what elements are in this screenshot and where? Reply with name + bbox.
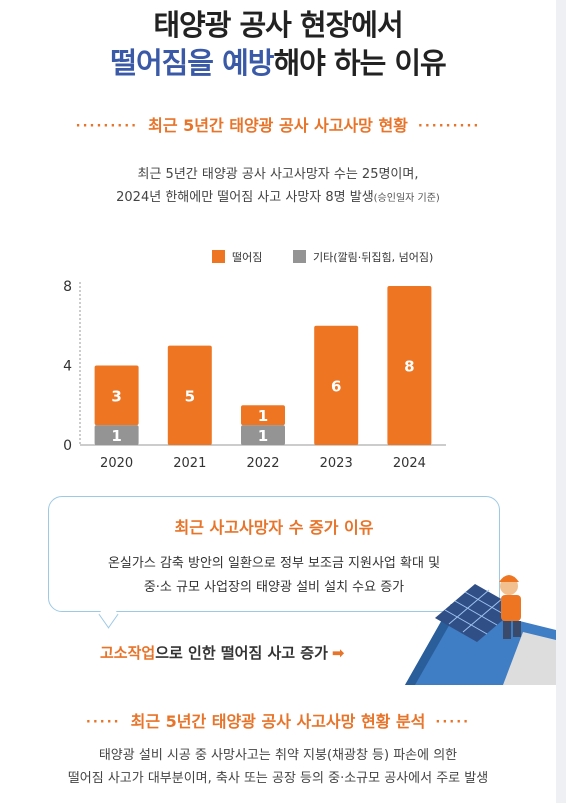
reason-bubble: [48, 496, 500, 612]
hardhat-icon: [499, 575, 519, 582]
page-edge: [556, 0, 566, 803]
y-tick-label: 0: [63, 438, 72, 454]
y-tick-label: 8: [63, 279, 72, 295]
legend-label-other: 기타(깔림·뒤집힘, 넘어짐): [313, 250, 433, 264]
summary-line1: 최근 5년간 태양광 공사 사고사망자 수는 25명이며,: [137, 167, 419, 182]
section1-heading: ········· 최근 5년간 태양광 공사 사고사망 현황 ·········: [0, 112, 556, 136]
data-label: 1: [111, 427, 121, 445]
panel-grid: [444, 589, 508, 635]
data-label: 3: [111, 387, 121, 405]
bar-other-2022: [241, 425, 285, 445]
data-label: 1: [258, 407, 268, 425]
heading2-dots-left: ·····: [85, 715, 121, 730]
bar-fall-2020: [94, 365, 139, 426]
bar-fall-2023: [314, 325, 359, 445]
legend-swatch-other: [293, 250, 306, 263]
x-tick-label: 2020: [100, 456, 133, 471]
cause-rest: 으로 인한 떨어짐 사고 증가: [155, 644, 328, 662]
data-label: 6: [331, 377, 341, 395]
worker-leg2: [513, 621, 521, 637]
wall-shape: [503, 632, 556, 685]
cause-statement: 고소작업으로 인한 떨어짐 사고 증가 ➡: [100, 642, 344, 663]
heading-dots-right: ·········: [417, 119, 481, 134]
worker-leg: [503, 621, 511, 639]
x-tick-label: 2023: [320, 456, 353, 471]
bubble-line1: 온실가스 감축 방안의 일환으로 정부 보조금 지원사업 확대 및: [107, 556, 441, 571]
section2-heading-text: 최근 5년간 태양광 공사 사고사망 현황 분석: [130, 712, 426, 731]
section2-summary: 태양광 설비 시공 중 사망사고는 취약 지붕(채광창 등) 파손에 의한 떨어…: [0, 744, 556, 790]
bar-other-2020: [94, 425, 139, 445]
title-rest: 해야 하는 이유: [273, 46, 446, 80]
bar-fall-2024: [387, 286, 432, 445]
summary-line2: 2024년 한해에만 떨어짐 사고 사망자 8명 발생: [116, 190, 374, 205]
data-label: 8: [404, 358, 414, 376]
right-arrow-icon: ➡: [331, 644, 345, 662]
summary-line2-wrap: 2024년 한해에만 떨어짐 사고 사망자 8명 발생(승인일자 기준): [0, 186, 556, 210]
section2-line1: 태양광 설비 시공 중 사망사고는 취약 지붕(채광창 등) 파손에 의한: [98, 748, 458, 763]
legend-label-fall: 떨어짐: [232, 251, 262, 264]
heading2-dots-right: ·····: [435, 715, 471, 730]
x-tick-label: 2021: [173, 456, 206, 471]
roof-edge: [405, 604, 459, 685]
section1-summary: 최근 5년간 태양광 공사 사고사망자 수는 25명이며, 2024년 한해에만…: [0, 163, 556, 210]
x-tick-label: 2024: [393, 456, 426, 471]
section1-heading-text: 최근 5년간 태양광 공사 사고사망 현황: [148, 116, 408, 135]
title-highlight: 떨어짐을 예방: [110, 46, 274, 80]
bubble-title: 최근 사고사망자 수 증가 이유: [174, 518, 374, 537]
cause-highlight: 고소작업: [100, 644, 156, 662]
worker-vest: [501, 595, 521, 621]
data-label: 5: [185, 387, 195, 405]
y-tick-label: 4: [63, 359, 72, 375]
bar-fall-2021: [167, 345, 212, 445]
legend-swatch-fall: [212, 250, 225, 263]
x-tick-label: 2022: [246, 456, 279, 471]
page-title-line2: 떨어짐을 예방해야 하는 이유: [0, 40, 556, 82]
stacked-bar-chart: 0 4 8 1 3 2020 5 2021 1 1 2022 6 2023 8 2024 떨어짐 기타(깔림·뒤…: [63, 250, 446, 471]
page-title-line1: 태양광 공사 현장에서: [153, 8, 403, 42]
bubble-text: 온실가스 감축 방안의 일환으로 정부 보조금 지원사업 확대 및 중·소 규모…: [48, 552, 500, 600]
section2-heading: ····· 최근 5년간 태양광 공사 사고사망 현황 분석 ·····: [0, 708, 556, 732]
data-label: 1: [258, 427, 268, 445]
summary-note: (승인일자 기준): [373, 193, 440, 204]
bar-fall-2022: [241, 405, 285, 426]
bubble-line2: 중·소 규모 사업장의 태양광 설비 설치 수요 증가: [143, 580, 405, 595]
section2-line2: 떨어짐 사고가 대부분이며, 축사 또는 공장 등의 중·소규모 공사에서 주로…: [67, 771, 489, 786]
heading-dots-left: ·········: [75, 119, 139, 134]
roof-worker-illustration: [405, 575, 556, 685]
